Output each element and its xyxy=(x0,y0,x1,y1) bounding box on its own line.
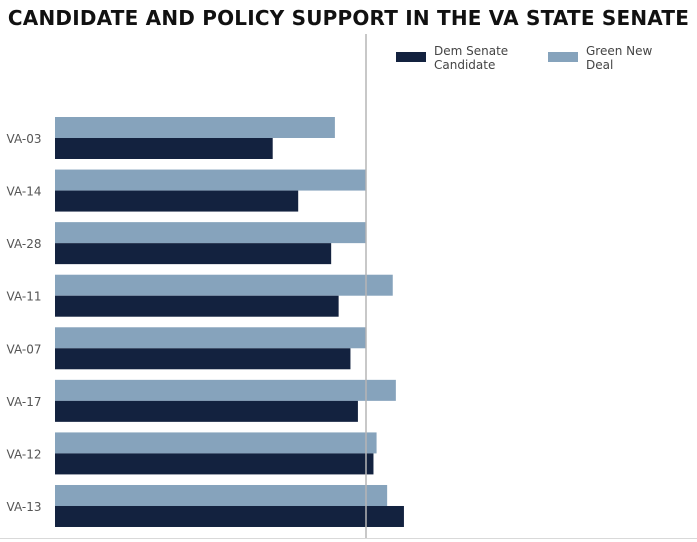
legend-swatch-gnd xyxy=(548,52,578,62)
bar-dem-va-03 xyxy=(55,138,273,159)
bar-gnd-va-13 xyxy=(55,484,388,506)
chart-title: CANDIDATE AND POLICY SUPPORT IN THE VA S… xyxy=(7,6,690,30)
bar-gnd-va-28 xyxy=(55,222,366,244)
bar-gnd-va-07 xyxy=(55,327,366,349)
bar-dem-va-07 xyxy=(55,348,351,370)
category-label-va-12: VA-12 xyxy=(7,447,42,461)
bar-dem-va-12 xyxy=(55,453,374,475)
category-label-va-17: VA-17 xyxy=(7,395,42,409)
bar-gnd-va-17 xyxy=(55,379,396,401)
bar-dem-va-11 xyxy=(55,295,339,317)
category-label-va-07: VA-07 xyxy=(7,342,42,356)
category-label-va-11: VA-11 xyxy=(7,290,42,304)
legend-item-gnd: Green New Deal xyxy=(548,44,656,72)
bottom-rule xyxy=(0,538,697,539)
legend-label-gnd: Green New Deal xyxy=(586,44,653,72)
category-label-va-13: VA-13 xyxy=(7,500,42,514)
bar-dem-va-13 xyxy=(55,505,404,527)
bar-dem-va-28 xyxy=(55,243,332,265)
category-label-va-14: VA-14 xyxy=(7,185,42,199)
category-label-va-03: VA-03 xyxy=(7,132,42,146)
bar-gnd-va-12 xyxy=(55,432,377,454)
legend-label-dem: Dem Senate Candidate xyxy=(434,44,509,72)
legend-swatch-dem xyxy=(396,52,426,62)
bar-gnd-va-14 xyxy=(55,169,366,191)
bar-gnd-va-03 xyxy=(55,117,335,138)
bar-gnd-va-11 xyxy=(55,274,393,296)
category-label-va-28: VA-28 xyxy=(7,237,42,251)
bar-dem-va-17 xyxy=(55,400,358,422)
legend-item-dem: Dem Senate Candidate xyxy=(396,44,524,72)
bar-dem-va-14 xyxy=(55,190,299,212)
